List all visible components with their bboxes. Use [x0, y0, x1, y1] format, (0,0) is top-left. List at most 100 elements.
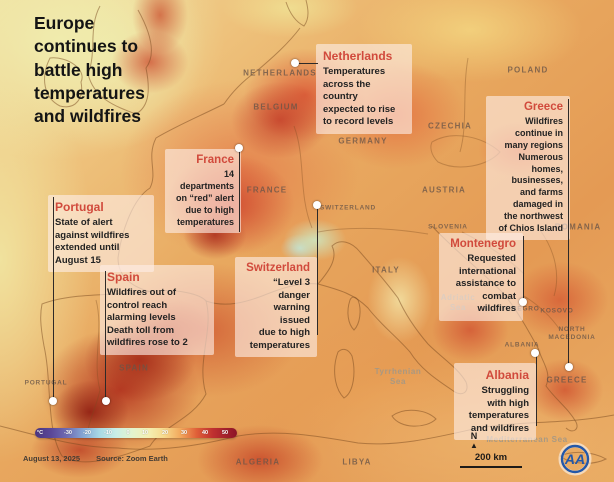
border-france-germany — [293, 125, 313, 229]
legend-tick-m30: -30 — [64, 430, 72, 436]
callout-switzerland-body: “Level 3 danger warning issued due to hi… — [249, 277, 310, 351]
leader-line-greece — [567, 99, 569, 367]
callout-montenegro-title: Montenegro — [450, 238, 516, 250]
callout-greece-body: Wildfires continue in many regions Numer… — [498, 116, 563, 233]
legend-tick-20: 20 — [161, 430, 169, 436]
marker-dot-greece — [565, 363, 573, 371]
coast-britain — [87, 5, 152, 115]
border-germany-poland — [459, 57, 469, 153]
map-label-france: FRANCE — [246, 185, 288, 195]
map-label-switzerland: SWITZERLAND — [319, 204, 377, 212]
callout-netherlands-title: Netherlands — [323, 49, 393, 63]
legend-tick-40: 40 — [201, 430, 209, 436]
callout-spain-body: Wildfires out of control reach alarming … — [107, 287, 188, 349]
callout-france: France 14 departments on “red” alert due… — [165, 149, 241, 234]
map-label-belgium: BELGIUM — [253, 102, 299, 112]
legend-tick-0: 0 — [126, 430, 130, 436]
map-label-portugal: PORTUGAL — [24, 379, 68, 387]
callout-greece-title: Greece — [523, 101, 563, 113]
callout-portugal-body: State of alert against wildfires extende… — [55, 217, 130, 266]
callout-france-title: France — [196, 154, 234, 166]
leader-line-spain — [104, 271, 106, 401]
marker-dot-spain — [102, 397, 110, 405]
border-alps — [317, 227, 429, 235]
legend-tick-m20: -20 — [83, 430, 91, 436]
leader-line-netherlands — [296, 62, 318, 64]
coast-lowlands — [223, 27, 301, 105]
callout-albania-title: Albania — [485, 368, 529, 382]
svg-text:AA: AA — [564, 451, 585, 467]
callout-netherlands-body: Temperatures across the country expected… — [323, 66, 396, 128]
coast-crete — [559, 451, 608, 464]
map-label-poland: POLAND — [507, 65, 549, 75]
coast-denmark — [285, 0, 309, 27]
border-czechia — [430, 135, 501, 168]
date-label: August 13, 2025 — [23, 454, 81, 463]
marker-dot-albania — [531, 349, 539, 357]
marker-dot-portugal — [49, 397, 57, 405]
map-label-north-macedonia: NORTH MACEDONIA — [548, 325, 596, 341]
leader-line-montenegro — [522, 236, 524, 302]
legend-unit: °C — [36, 430, 44, 436]
border-spain-portugal — [87, 299, 101, 431]
marker-dot-netherlands — [291, 59, 299, 67]
north-arrow-icon: ▲ — [470, 441, 478, 450]
coast-greece — [537, 347, 578, 432]
map-label-albania: ALBANIA — [504, 341, 540, 349]
marker-dot-switzerland — [313, 201, 321, 209]
callout-switzerland-title: Switzerland — [246, 262, 310, 274]
anadolu-agency-logo-icon: AA — [558, 442, 592, 481]
coast-sardinia — [334, 348, 355, 399]
map-label-austria: AUSTRIA — [422, 185, 466, 195]
marker-dot-montenegro — [519, 298, 527, 306]
coast-sicily — [391, 409, 437, 427]
compass: N ▲ — [470, 432, 478, 450]
map-label-slovenia: SLOVENIA — [428, 223, 468, 231]
legend-tick-50: 50 — [221, 430, 229, 436]
callout-france-body: 14 departments on “red” alert due to hig… — [175, 169, 234, 227]
leader-line-albania — [535, 353, 537, 426]
map-label-algeria: ALGERIA — [235, 457, 281, 467]
callout-portugal-title: Portugal — [55, 200, 104, 214]
map-label-germany: GERMANY — [338, 136, 388, 146]
callout-montenegro: Montenegro Requested international assis… — [439, 233, 523, 321]
map-label-spain: SPAIN — [119, 363, 149, 373]
compass-n-label: N — [470, 431, 478, 441]
map-label-kosovo: KOSOVO — [540, 307, 574, 315]
callout-switzerland: Switzerland “Level 3 danger warning issu… — [235, 257, 317, 358]
marker-dot-france — [235, 144, 243, 152]
source-label: Source: Zoom Earth — [96, 454, 168, 463]
callout-albania: Albania Struggling with high temperature… — [454, 363, 536, 441]
map-label-tyrrhenian-sea: Tyrrhenian Sea — [374, 367, 422, 386]
leader-line-france — [238, 148, 240, 232]
leader-line-portugal — [52, 197, 54, 401]
map-label-italy: ITALY — [372, 265, 400, 275]
footer: August 13, 2025 Source: Zoom Earth — [23, 454, 168, 463]
callout-spain-title: Spain — [107, 270, 140, 284]
callout-greece: Greece Wildfires continue in many region… — [486, 96, 570, 240]
legend-tick-m10: -10 — [104, 430, 112, 436]
leader-line-switzerland — [316, 205, 318, 335]
map-label-greece: GREECE — [546, 375, 588, 385]
map-label-libya: LIBYA — [342, 457, 372, 467]
scale-bar: 200 km — [460, 452, 522, 468]
border-balkans-2 — [539, 229, 558, 297]
legend-tick-30: 30 — [180, 430, 188, 436]
callout-spain: Spain Wildfires out of control reach ala… — [100, 265, 214, 355]
temperature-legend: °C -30 -20 -10 0 10 20 30 40 50 — [35, 428, 237, 438]
scale-label: 200 km — [474, 452, 508, 463]
coast-italy — [317, 241, 468, 395]
legend-tick-10: 10 — [141, 430, 149, 436]
coast-corsica — [347, 296, 361, 331]
map-label-czechia: CZECHIA — [428, 121, 472, 131]
map-label-netherlands: NETHERLANDS — [243, 68, 317, 78]
coast-ireland — [44, 57, 83, 108]
border-balkans-3 — [523, 295, 561, 331]
map-label-romania: ROMANIA — [554, 222, 602, 232]
callout-portugal: Portugal State of alert against wildfire… — [48, 195, 154, 273]
scale-line — [460, 466, 522, 468]
callout-netherlands: Netherlands Temperatures across the coun… — [316, 44, 412, 134]
page-title: Europe continues to battle high temperat… — [34, 13, 145, 127]
callout-montenegro-body: Requested international assistance to co… — [455, 253, 516, 315]
